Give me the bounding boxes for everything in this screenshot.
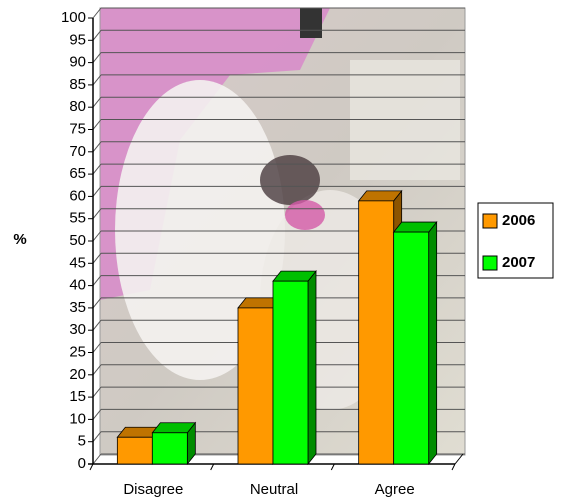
x-tick xyxy=(211,464,214,470)
bar xyxy=(238,308,273,464)
y-tick-label: 75 xyxy=(69,120,86,137)
x-tick xyxy=(90,464,93,470)
bar-top xyxy=(359,191,402,201)
y-tick-label: 95 xyxy=(69,31,86,48)
bar-top xyxy=(394,222,437,232)
y-tick-label: 65 xyxy=(69,165,86,182)
chart: % 0 5 10 15 20 25 30 35 40 45 50 55 60 65 70 75 80 85 90 95… xyxy=(0,0,565,499)
bar xyxy=(273,281,308,464)
grid-line-side xyxy=(93,454,101,464)
x-tick xyxy=(452,464,455,470)
y-tick-label: 30 xyxy=(69,321,86,338)
y-tick-label: 45 xyxy=(69,254,86,271)
y-tick-label: 100 xyxy=(61,9,86,26)
bar-top xyxy=(152,423,195,433)
x-tick-label: Neutral xyxy=(250,481,298,498)
legend-swatch xyxy=(483,214,497,228)
y-tick-label: 80 xyxy=(69,98,86,115)
bar xyxy=(359,201,394,464)
bar xyxy=(394,232,429,464)
bar-side xyxy=(308,271,316,464)
y-tick-label: 85 xyxy=(69,76,86,93)
legend-label: 2006 xyxy=(502,212,535,229)
y-tick-label: 10 xyxy=(69,410,86,427)
y-tick-label: 60 xyxy=(69,187,86,204)
y-tick-label: 5 xyxy=(78,433,86,450)
y-tick-label: 40 xyxy=(69,277,86,294)
y-tick-label: 0 xyxy=(78,455,86,472)
y-tick-label: 50 xyxy=(69,232,86,249)
y-tick-label: 55 xyxy=(69,210,86,227)
y-tick-label: 70 xyxy=(69,143,86,160)
y-tick-label: 25 xyxy=(69,343,86,360)
y-tick-label: 35 xyxy=(69,299,86,316)
bar xyxy=(152,433,187,464)
legend-label: 2007 xyxy=(502,254,535,271)
bar xyxy=(117,437,152,464)
x-tick-label: Disagree xyxy=(123,481,183,498)
bar-top xyxy=(273,271,316,281)
y-tick-label: 15 xyxy=(69,388,86,405)
legend-swatch xyxy=(483,256,497,270)
y-tick-label: 90 xyxy=(69,54,86,71)
y-tick-label: 20 xyxy=(69,366,86,383)
x-tick-label: Agree xyxy=(375,481,415,498)
y-axis-label: % xyxy=(13,231,26,248)
x-tick xyxy=(331,464,334,470)
bar-side xyxy=(429,222,437,464)
